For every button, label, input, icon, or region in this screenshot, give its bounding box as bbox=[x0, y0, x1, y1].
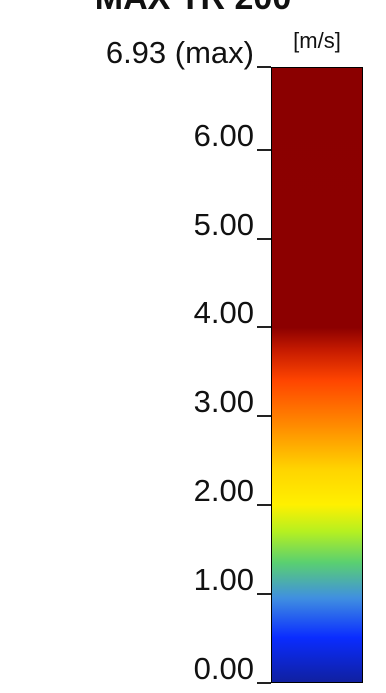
tick-mark bbox=[257, 66, 271, 68]
tick-row: 1.00 bbox=[0, 562, 271, 598]
tick-row: 6.00 bbox=[0, 117, 271, 153]
tick-label: 0.00 bbox=[193, 651, 254, 686]
tick-mark bbox=[257, 682, 271, 684]
tick-row: 6.93 (max) bbox=[0, 35, 271, 70]
tick-label: 3.00 bbox=[193, 384, 254, 420]
tick-mark bbox=[257, 237, 271, 240]
tick-label: 5.00 bbox=[193, 206, 254, 242]
tick-label: 1.00 bbox=[193, 562, 254, 598]
tick-row: 3.00 bbox=[0, 384, 271, 420]
tick-row: 5.00 bbox=[0, 206, 271, 242]
unit-label: [m/s] bbox=[293, 28, 341, 53]
color-scale-bar bbox=[271, 67, 363, 683]
legend-title: MAX TR 200 bbox=[0, 0, 386, 18]
tick-mark bbox=[257, 326, 271, 329]
tick-label: 6.93 (max) bbox=[105, 35, 254, 70]
tick-row: 4.00 bbox=[0, 295, 271, 331]
tick-row: 0.00 bbox=[0, 651, 271, 686]
tick-label: 2.00 bbox=[193, 473, 254, 509]
tick-mark bbox=[257, 504, 271, 507]
tick-mark bbox=[257, 415, 271, 418]
tick-label: 6.00 bbox=[193, 117, 254, 153]
tick-row: 2.00 bbox=[0, 473, 271, 509]
tick-label: 4.00 bbox=[193, 295, 254, 331]
tick-mark bbox=[257, 148, 271, 151]
tick-mark bbox=[257, 593, 271, 596]
